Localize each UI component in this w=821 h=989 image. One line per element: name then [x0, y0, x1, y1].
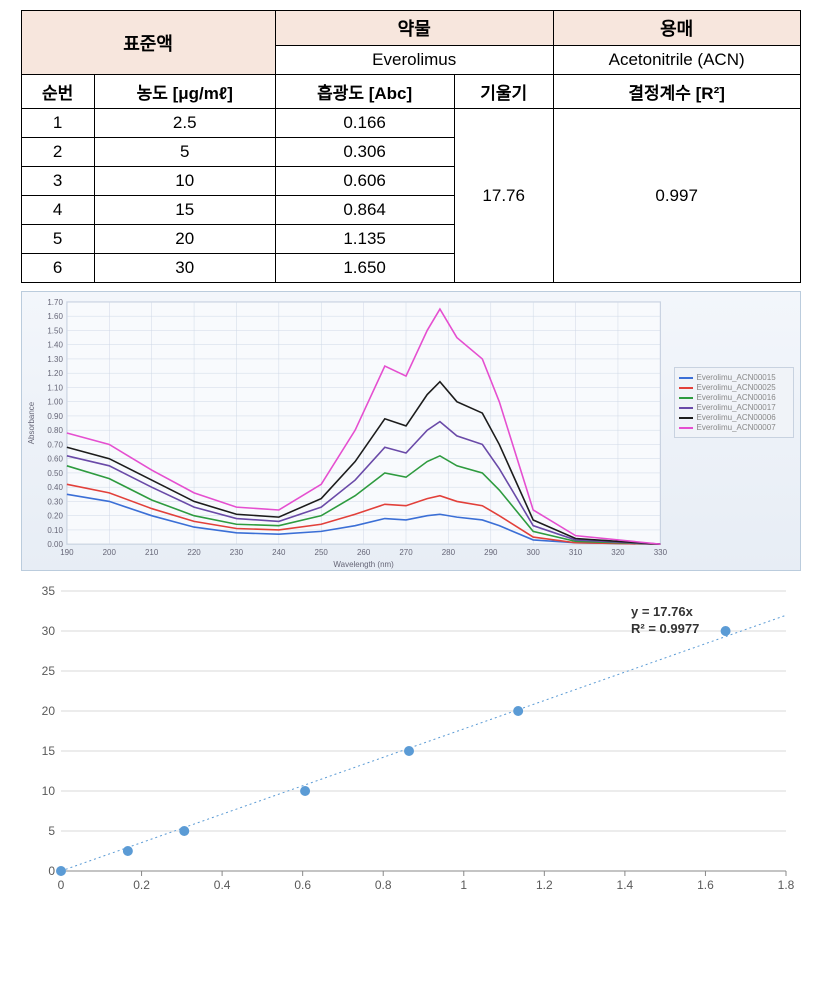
- hdr-standard: 표준액: [21, 11, 275, 75]
- svg-text:1.40: 1.40: [47, 341, 63, 350]
- svg-text:1.00: 1.00: [47, 398, 63, 407]
- svg-text:0.50: 0.50: [47, 469, 63, 478]
- svg-text:0.90: 0.90: [47, 412, 63, 421]
- val-drug: Everolimus: [275, 46, 553, 75]
- hdr-slope: 기울기: [454, 75, 553, 109]
- svg-text:200: 200: [102, 548, 116, 557]
- svg-text:0.00: 0.00: [47, 540, 63, 549]
- svg-text:1.2: 1.2: [535, 878, 552, 892]
- svg-text:1.10: 1.10: [47, 383, 63, 392]
- svg-text:280: 280: [441, 548, 455, 557]
- svg-text:0: 0: [57, 878, 64, 892]
- svg-text:310: 310: [568, 548, 582, 557]
- svg-text:0.60: 0.60: [47, 455, 63, 464]
- svg-text:1.8: 1.8: [777, 878, 794, 892]
- svg-text:1.20: 1.20: [47, 369, 63, 378]
- svg-text:290: 290: [484, 548, 498, 557]
- legend-item: Everolimu_ACN00025: [679, 383, 789, 392]
- val-solvent: Acetonitrile (ACN): [553, 46, 800, 75]
- svg-text:220: 220: [187, 548, 201, 557]
- spectrum-legend: Everolimu_ACN00015Everolimu_ACN00025Ever…: [674, 367, 794, 438]
- svg-text:0.10: 0.10: [47, 526, 63, 535]
- hdr-conc: 농도 [μg/mℓ]: [94, 75, 275, 109]
- svg-text:320: 320: [611, 548, 625, 557]
- hdr-no: 순번: [21, 75, 94, 109]
- svg-text:25: 25: [41, 664, 55, 678]
- svg-text:0.2: 0.2: [133, 878, 150, 892]
- svg-text:270: 270: [399, 548, 413, 557]
- legend-item: Everolimu_ACN00017: [679, 403, 789, 412]
- svg-text:0.20: 0.20: [47, 512, 63, 521]
- legend-item: Everolimu_ACN00006: [679, 413, 789, 422]
- svg-text:0.8: 0.8: [374, 878, 391, 892]
- svg-text:190: 190: [60, 548, 74, 557]
- hdr-r2: 결정계수 [R²]: [553, 75, 800, 109]
- legend-item: Everolimu_ACN00016: [679, 393, 789, 402]
- svg-text:15: 15: [41, 744, 55, 758]
- svg-text:330: 330: [653, 548, 667, 557]
- svg-text:300: 300: [526, 548, 540, 557]
- spectrum-chart: 190 200 210 220 230 240 250 260 270 280 290 300 310 3…: [21, 291, 801, 571]
- legend-item: Everolimu_ACN00015: [679, 373, 789, 382]
- calibration-scatter: 0 5 10 15 20 25 30 35 0 0.2 0.4 0.6 0.8 1 1.2 1.4 1.6 1.8…: [21, 581, 801, 901]
- svg-text:0.80: 0.80: [47, 426, 63, 435]
- r2-text: R² = 0.9977: [631, 621, 699, 636]
- svg-text:1.50: 1.50: [47, 326, 63, 335]
- svg-text:210: 210: [145, 548, 159, 557]
- svg-text:250: 250: [314, 548, 328, 557]
- svg-text:0: 0: [48, 864, 55, 878]
- svg-text:230: 230: [229, 548, 243, 557]
- svg-text:1.30: 1.30: [47, 355, 63, 364]
- equation-text: y = 17.76x: [631, 604, 694, 619]
- svg-text:Absorbance: Absorbance: [26, 401, 35, 444]
- svg-text:260: 260: [356, 548, 370, 557]
- svg-text:240: 240: [272, 548, 286, 557]
- svg-text:20: 20: [41, 704, 55, 718]
- svg-text:1.60: 1.60: [47, 312, 63, 321]
- legend-item: Everolimu_ACN00007: [679, 423, 789, 432]
- r2-cell: 0.997: [553, 109, 800, 283]
- svg-text:30: 30: [41, 624, 55, 638]
- hdr-drug: 약물: [275, 11, 553, 46]
- svg-text:1: 1: [460, 878, 467, 892]
- table-body: 12.50.16617.760.997250.3063100.6064150.8…: [21, 109, 800, 283]
- svg-text:10: 10: [41, 784, 55, 798]
- hdr-abs: 흡광도 [Abc]: [275, 75, 454, 109]
- calibration-table: 표준액 약물 용매 Everolimus Acetonitrile (ACN) …: [21, 10, 801, 283]
- svg-text:Wavelength (nm): Wavelength (nm): [333, 560, 394, 569]
- svg-text:5: 5: [48, 824, 55, 838]
- svg-text:0.70: 0.70: [47, 440, 63, 449]
- svg-text:0.6: 0.6: [294, 878, 311, 892]
- svg-text:1.4: 1.4: [616, 878, 633, 892]
- svg-text:1.6: 1.6: [697, 878, 714, 892]
- hdr-solvent: 용매: [553, 11, 800, 46]
- svg-text:0.40: 0.40: [47, 483, 63, 492]
- svg-text:0.4: 0.4: [213, 878, 230, 892]
- svg-text:1.70: 1.70: [47, 298, 63, 307]
- svg-text:35: 35: [41, 584, 55, 598]
- slope-cell: 17.76: [454, 109, 553, 283]
- svg-text:0.30: 0.30: [47, 497, 63, 506]
- table-row: 12.50.16617.760.997: [21, 109, 800, 138]
